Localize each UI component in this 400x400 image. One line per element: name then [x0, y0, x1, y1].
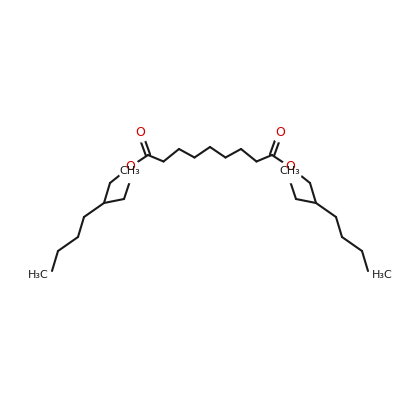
Text: O: O — [275, 126, 285, 140]
Text: CH₃: CH₃ — [120, 166, 140, 176]
Text: O: O — [285, 160, 295, 174]
Text: H₃C: H₃C — [28, 270, 48, 280]
Text: O: O — [135, 126, 145, 140]
Text: H₃C: H₃C — [372, 270, 392, 280]
Text: CH₃: CH₃ — [280, 166, 300, 176]
Text: O: O — [125, 160, 135, 174]
